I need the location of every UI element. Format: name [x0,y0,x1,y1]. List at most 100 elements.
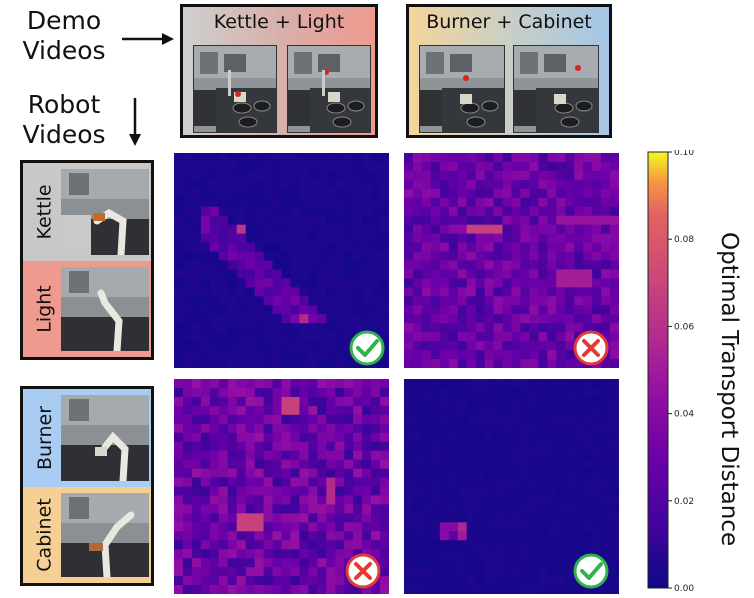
heatmap-cell [430,215,441,226]
heatmap-cell [191,522,202,532]
heatmap-cell [457,278,468,288]
heatmap-cell [209,549,220,559]
heatmap-cell [430,423,441,434]
colorbar-title: Optimal Transport Distance [716,232,742,547]
heatmap-cell [538,423,548,434]
heatmap-cell [308,396,318,407]
heatmap-cell [421,188,432,199]
heatmap-cell [466,459,477,470]
robot-videos-line1: Robot [27,90,101,119]
heatmap-cell [493,341,504,351]
heatmap-cell [502,197,513,208]
heatmap-cell [236,459,247,470]
heatmap-cell [475,504,486,514]
heatmap-cell [547,477,557,488]
heatmap-cell [538,269,548,280]
heatmap-cell [254,441,265,452]
heatmap-cell [290,441,301,452]
heatmap-cell [404,161,414,172]
heatmap-cell [308,522,318,532]
heatmap-cell [502,260,513,271]
heatmap-cell [308,287,318,297]
heatmap-cell [200,585,211,594]
heatmap-cell [335,197,345,208]
demo-frame [287,45,371,133]
heatmap-cell [484,441,495,452]
arrow-right-icon [122,33,174,45]
heatmap-cell [371,468,381,479]
heatmap-cell [457,468,468,479]
heatmap-cell [182,486,193,497]
heatmap-cell [254,432,265,443]
heatmap-cell [547,558,557,568]
heatmap-cell [430,305,441,315]
heatmap-cell [511,287,522,297]
heatmap-cell [362,323,372,333]
heatmap-cell [263,486,274,497]
heatmap-cell [475,278,486,288]
heatmap-cell [439,459,450,470]
heatmap-cell [502,323,513,333]
heatmap-cell [493,269,504,280]
heatmap-cell [592,387,602,398]
heatmap-cell [245,350,256,360]
heatmap-cell [574,522,584,532]
heatmap-cell [254,414,265,425]
heatmap-cell [236,477,247,488]
heatmap-cell [281,341,292,351]
heatmap-cell [353,287,363,297]
heatmap-cell [308,414,318,425]
heatmap-cell [601,441,611,452]
heatmap-cell [281,432,292,443]
heatmap-cell [326,179,336,190]
heatmap-cell [466,379,477,389]
heatmap-cell [511,197,522,208]
heatmap-cell [254,558,265,568]
heatmap-cell [404,450,414,461]
heatmap-cell [466,522,477,532]
heatmap-cell [583,296,593,306]
heatmap-cell [448,350,459,360]
heatmap-cell [227,215,238,226]
heatmap-cell [209,197,220,208]
heatmap-cell [610,531,619,541]
heatmap-cell [362,495,372,506]
heatmap-cell [556,153,566,163]
heatmap-cell [371,278,381,288]
heatmap-cell [484,206,495,217]
heatmap-cell [245,513,256,523]
heatmap-cell [448,495,459,506]
heatmap-cell [353,414,363,425]
heatmap-cell [574,278,584,288]
heatmap-cell [191,567,202,577]
heatmap-cell [484,278,495,288]
heatmap-cell [547,161,557,172]
heatmap-cell [227,233,238,244]
demo-videos-label: Demo Videos [14,6,114,66]
heatmap-cell [610,432,619,443]
heatmap-cell [353,278,363,288]
heatmap-cell [380,414,389,425]
heatmap-cell [191,468,202,479]
heatmap-cell [592,206,602,217]
heatmap-cell [299,387,309,398]
heatmap-cell [174,314,184,324]
heatmap-cell [174,468,184,479]
heatmap-cell [335,414,345,425]
heatmap-cell [290,170,301,181]
heatmap-cell [335,260,345,271]
heatmap-cell [254,161,265,172]
heatmap-cell [227,459,238,470]
heatmap-cell [421,161,432,172]
heatmap-cell [502,513,513,523]
heatmap-cell [227,540,238,550]
heatmap-cell [326,468,336,479]
heatmap-cell [556,179,566,190]
heatmap-cell [209,206,220,217]
heatmap-cell [236,540,247,550]
heatmap-cell [281,296,292,306]
heatmap-cell [493,468,504,479]
heatmap-cell [448,314,459,324]
heatmap-cell [281,558,292,568]
heatmap-cell [326,233,336,244]
